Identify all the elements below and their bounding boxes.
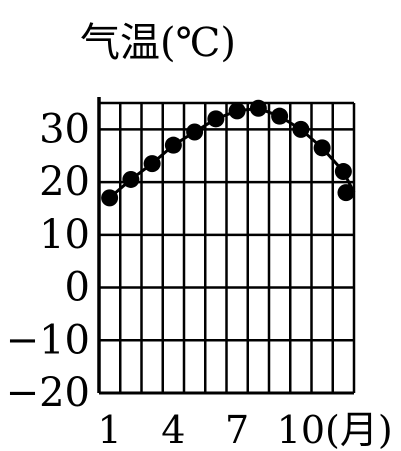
x-tick-label: 7	[225, 408, 249, 451]
x-tick-label: 4	[161, 408, 185, 451]
y-tick-labels: 30 20 10 0 −10 −20	[6, 106, 90, 416]
data-point	[249, 99, 267, 117]
data-point	[207, 110, 225, 128]
x-tick-labels: 1 4 7 10	[98, 408, 326, 451]
x-tick-label: 10	[277, 408, 325, 451]
x-axis-unit: (月)	[325, 408, 393, 451]
data-point	[271, 107, 289, 125]
chart-series	[101, 99, 356, 207]
data-point	[143, 155, 161, 173]
y-tick-label: 20	[39, 159, 90, 205]
y-tick-label: 30	[39, 106, 90, 152]
y-tick-label: 0	[65, 265, 90, 311]
chart-grid	[97, 97, 356, 395]
y-tick-label: −20	[6, 370, 90, 416]
data-point	[164, 136, 182, 154]
y-axis-label: 气温(℃)	[80, 20, 236, 66]
data-point	[292, 120, 310, 138]
data-point	[122, 170, 140, 188]
data-point	[313, 139, 331, 157]
x-tick-label: 1	[98, 408, 122, 451]
data-point	[101, 189, 119, 207]
y-tick-label: −10	[6, 317, 90, 363]
data-point	[186, 123, 204, 141]
data-point	[334, 163, 352, 181]
y-tick-label: 10	[39, 212, 90, 258]
data-point	[337, 184, 355, 202]
data-point	[228, 102, 246, 120]
